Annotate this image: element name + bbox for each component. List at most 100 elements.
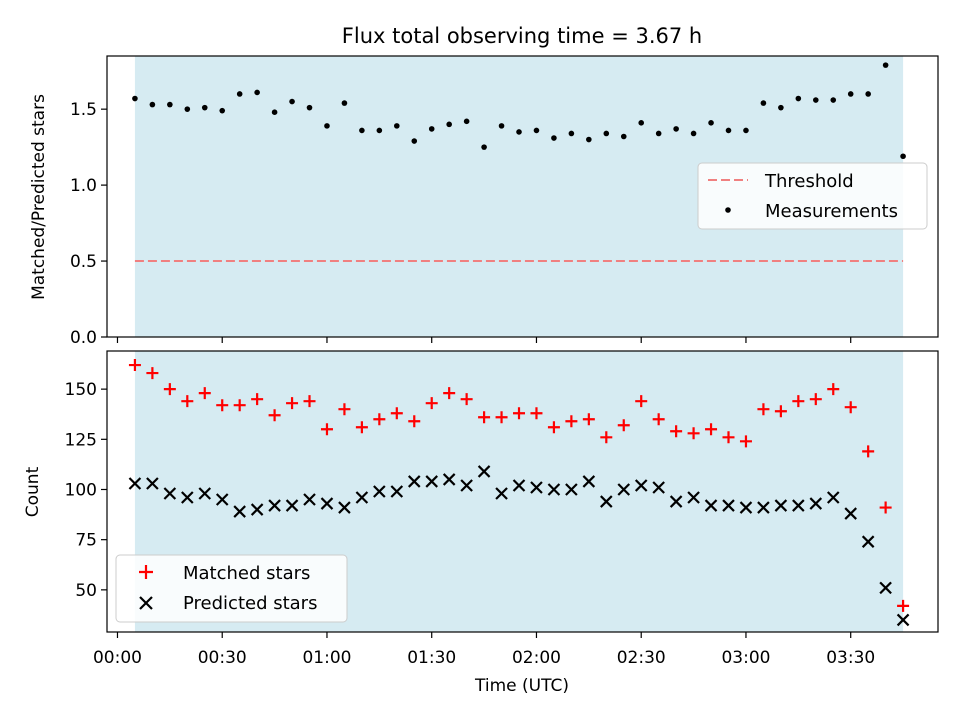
measurement-point xyxy=(376,127,383,134)
measurement-point xyxy=(324,123,330,129)
bottom-y-label: Count xyxy=(23,466,43,517)
matched-star-point xyxy=(722,431,735,444)
matched-star-point xyxy=(617,419,630,432)
matched-star-point xyxy=(582,413,595,426)
predicted-star-point xyxy=(407,475,421,488)
predicted-star-point xyxy=(896,613,910,627)
measurement-point xyxy=(673,126,679,132)
matched-star-point xyxy=(128,359,141,372)
x-tick-label: 03:30 xyxy=(826,648,875,668)
predicted-star-point xyxy=(704,499,718,512)
measurement-point xyxy=(551,135,557,141)
x-axis-label: Time (UTC) xyxy=(474,676,569,696)
matched-star-point xyxy=(687,427,700,440)
predicted-star-point xyxy=(495,487,508,500)
legend-predicted-label: Predicted stars xyxy=(183,593,317,614)
measurement-point xyxy=(411,138,418,144)
matched-star-point xyxy=(513,407,526,420)
matched-star-point xyxy=(268,409,281,422)
matched-star-point xyxy=(460,393,473,406)
measurement-point xyxy=(743,127,749,134)
bottom-x-axis: 00:00 00:30 01:00 01:30 02:00 02:30 03:00 03:30 xyxy=(93,632,875,668)
matched-star-point xyxy=(600,431,613,444)
predicted-star-point xyxy=(390,485,404,498)
bottom-axes-frame xyxy=(106,350,939,633)
matched-star-point xyxy=(373,413,386,426)
predicted-star-point xyxy=(442,473,456,486)
bottom-legend-box xyxy=(115,554,348,623)
predicted-star-point xyxy=(634,479,648,492)
predicted-star-point xyxy=(774,499,788,512)
measurement-point xyxy=(882,62,889,68)
measurement-point xyxy=(516,129,522,135)
measurement-point xyxy=(446,121,452,128)
legend-predicted-marker xyxy=(139,596,153,610)
measurement-point xyxy=(254,89,260,96)
matched-star-point xyxy=(443,387,456,400)
matched-star-point xyxy=(547,421,560,434)
x-tick-label: 02:00 xyxy=(512,648,561,668)
matched-star-point xyxy=(774,405,787,418)
matched-star-point xyxy=(844,401,857,414)
predicted-star-point xyxy=(582,475,596,488)
top-y-label: Matched/Predicted stars xyxy=(29,94,49,300)
x-tick-label: 02:30 xyxy=(617,648,666,668)
measurement-point xyxy=(132,95,138,102)
matched-star-point xyxy=(181,395,194,408)
matched-star-point xyxy=(286,397,299,410)
top-y-tick-label: 0.5 xyxy=(70,252,97,272)
predicted-star-point xyxy=(163,487,177,500)
top-y-tick-label: 1.0 xyxy=(70,176,97,196)
bottom-y-tick-label: 50 xyxy=(75,581,97,601)
top-panel: 0.0 0.5 1.0 1.5 Matched/Predicted stars Thr… xyxy=(29,55,939,348)
measurement-point xyxy=(394,123,400,129)
measurement-point xyxy=(830,97,837,103)
predicted-star-point xyxy=(617,483,631,496)
measurement-point xyxy=(359,127,365,134)
predicted-star-point xyxy=(739,501,753,514)
matched-star-point xyxy=(705,423,718,436)
bottom-y-tick-label: 150 xyxy=(65,380,97,400)
bottom-y-axis: 50 75 100 125 150 xyxy=(65,380,107,601)
measurement-point xyxy=(481,144,487,150)
matched-star-point xyxy=(792,395,805,408)
predicted-star-point xyxy=(146,477,159,490)
matched-star-point xyxy=(530,407,543,420)
measurement-point xyxy=(725,127,732,134)
bottom-legend: Matched stars Predicted stars xyxy=(115,554,348,623)
matched-star-point xyxy=(879,501,892,514)
chart-title: Flux total observing time = 3.67 h xyxy=(342,24,702,48)
predicted-star-point xyxy=(460,479,473,492)
matched-star-point xyxy=(163,383,176,396)
predicted-star-point xyxy=(530,481,543,494)
measurement-point xyxy=(341,100,348,106)
top-legend: Threshold Measurements xyxy=(697,162,928,230)
predicted-star-point xyxy=(320,497,334,510)
predicted-star-point xyxy=(826,491,840,504)
top-y-tick-label: 1.5 xyxy=(70,100,97,120)
measurement-point xyxy=(236,91,243,97)
legend-threshold-label: Threshold xyxy=(764,171,854,192)
x-tick-label: 03:00 xyxy=(721,648,770,668)
predicted-star-point xyxy=(215,493,229,506)
x-tick-label: 01:30 xyxy=(407,648,456,668)
measurement-point xyxy=(708,120,714,126)
measurement-point xyxy=(638,120,645,126)
measurement-point xyxy=(603,130,610,137)
top-y-axis: 0.0 0.5 1.0 1.5 xyxy=(70,100,107,348)
measurement-point xyxy=(620,133,627,140)
predicted-star-point xyxy=(879,581,892,595)
matched-star-point xyxy=(478,411,491,424)
measurement-point xyxy=(900,153,906,160)
predicted-star-point xyxy=(233,505,246,518)
predicted-star-point xyxy=(477,465,491,478)
predicted-star-point xyxy=(268,499,281,512)
predicted-star-point xyxy=(285,499,299,512)
matched-star-point xyxy=(390,407,403,420)
measurement-point xyxy=(778,104,784,111)
predicted-star-point xyxy=(425,475,438,488)
measurement-point xyxy=(655,130,662,137)
bottom-y-tick-label: 125 xyxy=(65,430,97,450)
